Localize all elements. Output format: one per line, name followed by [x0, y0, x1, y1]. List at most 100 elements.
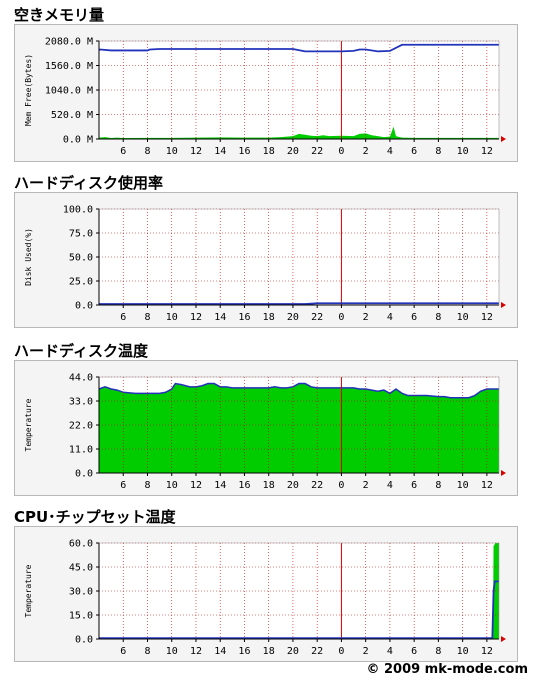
- series-area: [99, 126, 499, 139]
- x-tick-label: 8: [435, 312, 441, 323]
- x-tick-label: 12: [190, 146, 202, 157]
- x-tick-label: 16: [238, 312, 250, 323]
- x-tick-label: 12: [190, 646, 202, 657]
- y-axis-title: Temperature: [24, 398, 33, 451]
- x-tick-label: 12: [481, 146, 493, 157]
- x-tick-label: 12: [190, 312, 202, 323]
- y-tick-label: 2080.0 M: [45, 37, 93, 48]
- chart-title-disk-usage: ハードディスク使用率: [14, 174, 163, 192]
- x-tick-label: 10: [457, 312, 469, 323]
- y-axis-title: Mem Free(Bytes): [24, 54, 33, 126]
- x-tick-label: 2: [363, 646, 369, 657]
- y-tick-label: 0.0 M: [63, 135, 93, 146]
- x-tick-label: 0: [338, 646, 344, 657]
- x-tick-label: 0: [338, 146, 344, 157]
- x-tick-label: 0: [338, 480, 344, 491]
- chart-panel-free-memory: 0.0 M 520.0 M 1040.0 M 1560.0 M 2080.0 M 6 8 10…: [14, 24, 518, 162]
- x-tick-label: 6: [120, 646, 126, 657]
- x-tick-label: 4: [387, 646, 393, 657]
- x-axis-arrow: [501, 302, 506, 308]
- y-tick-label: 50.0: [69, 253, 93, 264]
- x-tick-label: 8: [435, 480, 441, 491]
- series-area: [99, 383, 499, 473]
- x-tick-label: 12: [481, 480, 493, 491]
- chart-panel-disk-temperature: 0.0 11.0 22.0 33.0 44.0 6 8 10 12 14 16 18 20 22 0 2 4 6 8…: [14, 360, 518, 496]
- x-tick-label: 8: [144, 480, 150, 491]
- y-tick-label: 44.0: [69, 373, 93, 384]
- x-tick-label: 22: [311, 646, 323, 657]
- free-memory-chart: 0.0 M 520.0 M 1040.0 M 1560.0 M 2080.0 M 6 8 10…: [24, 37, 506, 157]
- x-tick-label: 22: [311, 312, 323, 323]
- x-tick-label: 10: [166, 480, 178, 491]
- x-tick-label: 20: [287, 146, 299, 157]
- series-line: [98, 43, 499, 53]
- x-tick-label: 22: [311, 146, 323, 157]
- y-tick-label: 25.0: [69, 277, 93, 288]
- x-tick-label: 10: [166, 312, 178, 323]
- x-tick-label: 10: [457, 480, 469, 491]
- x-axis-arrow: [501, 636, 506, 642]
- y-axis-title: Temperature: [24, 564, 33, 617]
- x-tick-label: 6: [411, 480, 417, 491]
- x-tick-label: 14: [214, 312, 226, 323]
- series-line: [99, 302, 499, 305]
- y-axis-title: Disk Used(%): [24, 228, 33, 286]
- y-tick-label: 22.0: [69, 421, 93, 432]
- x-tick-label: 2: [363, 480, 369, 491]
- x-tick-label: 16: [238, 646, 250, 657]
- x-tick-label: 18: [263, 146, 275, 157]
- x-axis-arrow: [501, 136, 506, 142]
- series-line: [98, 382, 499, 399]
- x-tick-label: 14: [214, 146, 226, 157]
- chart-panel-disk-usage: 0.0 25.0 50.0 75.0 100.0 6 8 10 12 14 16 18 20 22 0 2 4 6…: [14, 192, 518, 328]
- y-tick-label: 100.0: [63, 205, 93, 216]
- x-tick-label: 6: [411, 146, 417, 157]
- chart-panel-cpu-chipset-temperature: 0.0 15.0 30.0 45.0 60.0 6 8 10 12 14 16 18 20 22 0 2 4 6 8…: [14, 526, 518, 662]
- x-tick-label: 6: [411, 312, 417, 323]
- y-tick-label: 45.0: [69, 563, 93, 574]
- y-tick-label: 11.0: [69, 445, 93, 456]
- x-tick-label: 8: [435, 146, 441, 157]
- x-tick-label: 16: [238, 146, 250, 157]
- x-tick-label: 14: [214, 646, 226, 657]
- x-tick-label: 6: [120, 146, 126, 157]
- x-tick-label: 14: [214, 480, 226, 491]
- x-tick-label: 8: [435, 646, 441, 657]
- chart-title-cpu-chipset-temperature: CPU･チップセット温度: [14, 508, 176, 526]
- x-tick-label: 12: [190, 480, 202, 491]
- x-tick-label: 10: [166, 646, 178, 657]
- x-tick-label: 20: [287, 312, 299, 323]
- x-tick-label: 10: [457, 146, 469, 157]
- y-tick-label: 0.0: [75, 301, 93, 312]
- y-tick-label: 0.0: [75, 469, 93, 480]
- x-tick-label: 20: [287, 646, 299, 657]
- x-axis-arrow: [501, 470, 506, 476]
- x-tick-label: 6: [120, 312, 126, 323]
- x-tick-label: 18: [263, 646, 275, 657]
- x-tick-label: 18: [263, 480, 275, 491]
- x-tick-label: 2: [363, 312, 369, 323]
- x-tick-label: 8: [144, 146, 150, 157]
- y-tick-label: 1040.0 M: [45, 86, 93, 97]
- x-tick-label: 8: [144, 646, 150, 657]
- x-tick-label: 4: [387, 146, 393, 157]
- y-tick-label: 520.0 M: [51, 110, 93, 121]
- y-tick-label: 33.0: [69, 397, 93, 408]
- x-tick-label: 4: [387, 480, 393, 491]
- y-tick-label: 15.0: [69, 611, 93, 622]
- x-tick-label: 20: [287, 480, 299, 491]
- x-tick-label: 4: [387, 312, 393, 323]
- y-tick-label: 60.0: [69, 539, 93, 550]
- x-tick-label: 12: [481, 312, 493, 323]
- x-tick-label: 10: [457, 646, 469, 657]
- x-tick-label: 10: [166, 146, 178, 157]
- y-tick-label: 75.0: [69, 229, 93, 240]
- x-tick-label: 22: [311, 480, 323, 491]
- x-tick-label: 2: [363, 146, 369, 157]
- chart-title-disk-temperature: ハードディスク温度: [14, 342, 148, 360]
- disk-usage-chart: 0.0 25.0 50.0 75.0 100.0 6 8 10 12 14 16 18 20 22 0 2 4 6…: [24, 205, 506, 323]
- series-line: [99, 580, 499, 640]
- x-tick-label: 6: [120, 480, 126, 491]
- chart-title-free-memory: 空きメモリ量: [14, 6, 105, 24]
- y-tick-label: 1560.0 M: [45, 61, 93, 72]
